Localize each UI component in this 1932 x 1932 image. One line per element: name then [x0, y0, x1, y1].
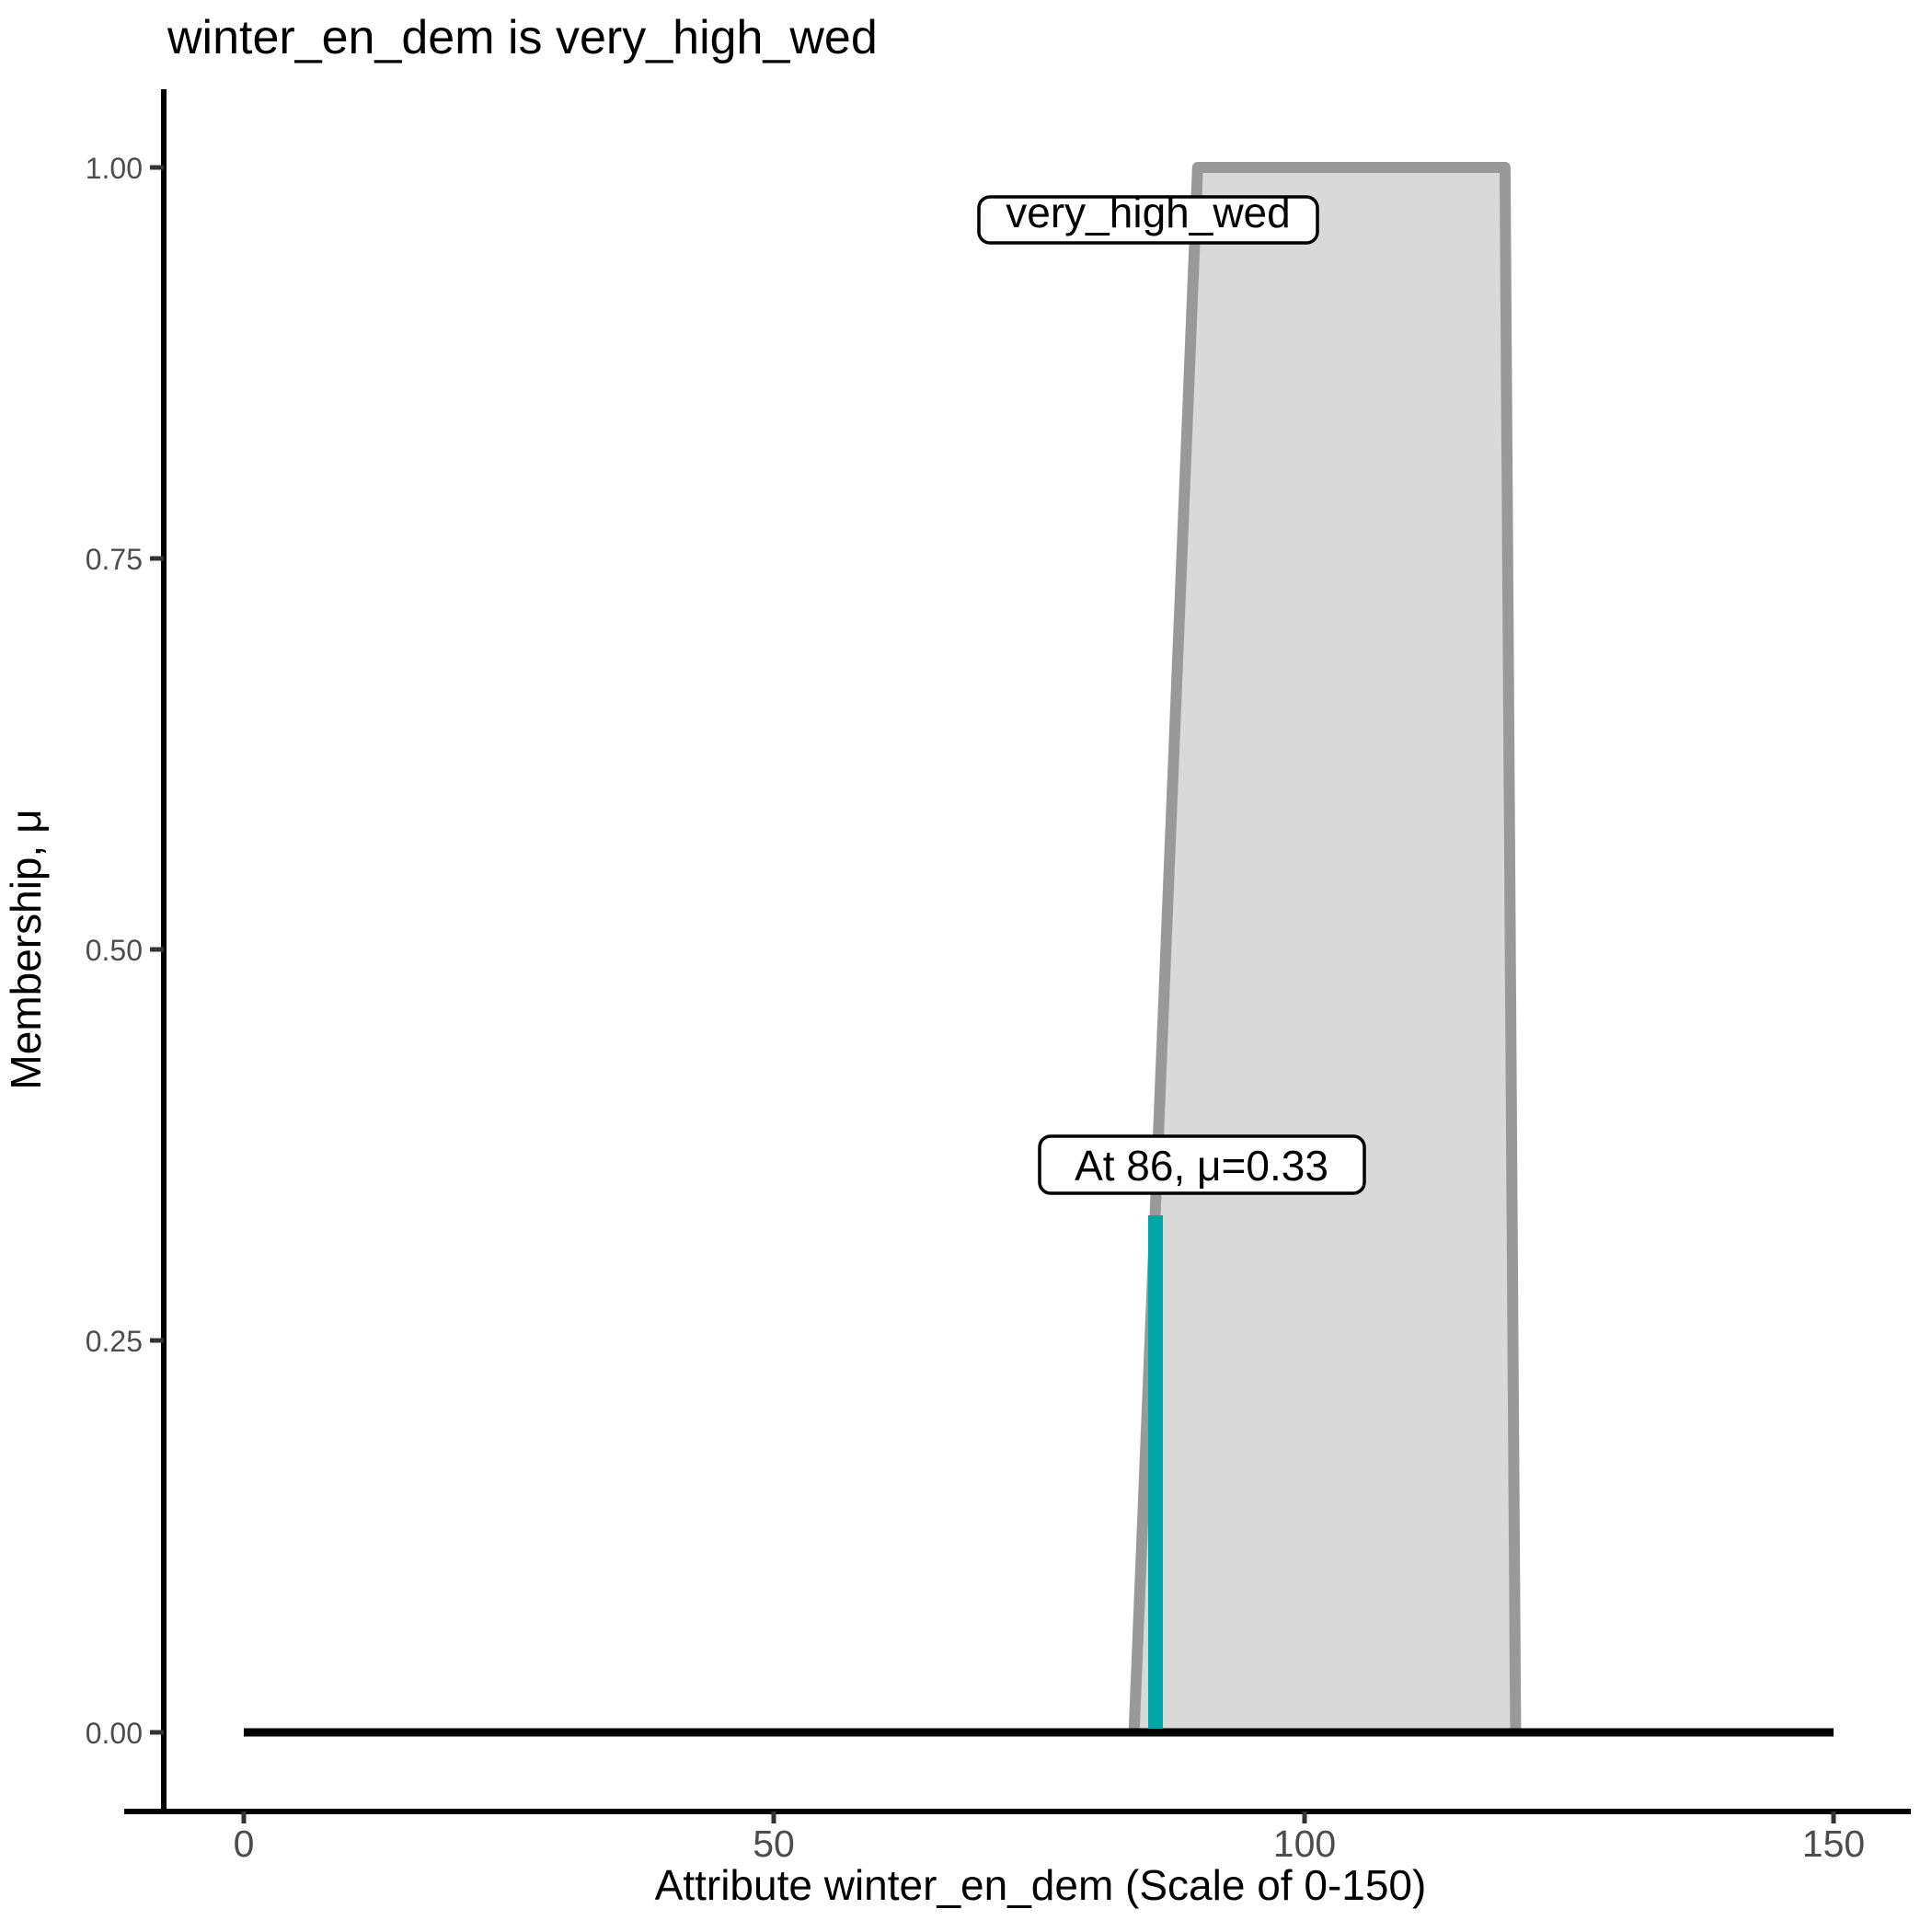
- set-name-label-box: [977, 195, 1319, 245]
- y-tick-label: 0.25: [86, 1325, 143, 1358]
- x-tick-label: 150: [1802, 1823, 1865, 1865]
- y-tick-label: 0.50: [86, 934, 143, 967]
- y-tick-label: 0.00: [86, 1717, 143, 1750]
- marker-readout-text: At 86, μ=0.33: [1075, 1142, 1328, 1190]
- x-tick-label: 0: [234, 1823, 255, 1865]
- set-name-label-text: very_high_wed: [1006, 189, 1290, 236]
- plot-area: [244, 162, 1834, 1737]
- y-axis: 1.00 0.75 0.50 0.25 0.00 Membership, μ: [2, 89, 167, 1811]
- chart-title: winter_en_dem is very_high_wed: [167, 11, 878, 64]
- x-tick-label: 100: [1273, 1823, 1336, 1865]
- marker-readout-box: [1038, 1134, 1366, 1195]
- x-axis-title: Attribute winter_en_dem (Scale of 0-150): [655, 1861, 1427, 1909]
- y-axis-title: Membership, μ: [2, 809, 50, 1089]
- marker-readout-label: At 86, μ=0.33: [1038, 1134, 1366, 1195]
- set-name-label: very_high_wed: [977, 189, 1319, 245]
- y-tick-label: 0.75: [86, 543, 143, 576]
- x-axis: 0 50 100 150 Attribute winter_en_dem (Sc…: [124, 1809, 1911, 1909]
- membership-trapezoid: [1128, 162, 1522, 1733]
- x-tick-label: 50: [753, 1823, 795, 1865]
- y-tick-label: 1.00: [86, 152, 143, 185]
